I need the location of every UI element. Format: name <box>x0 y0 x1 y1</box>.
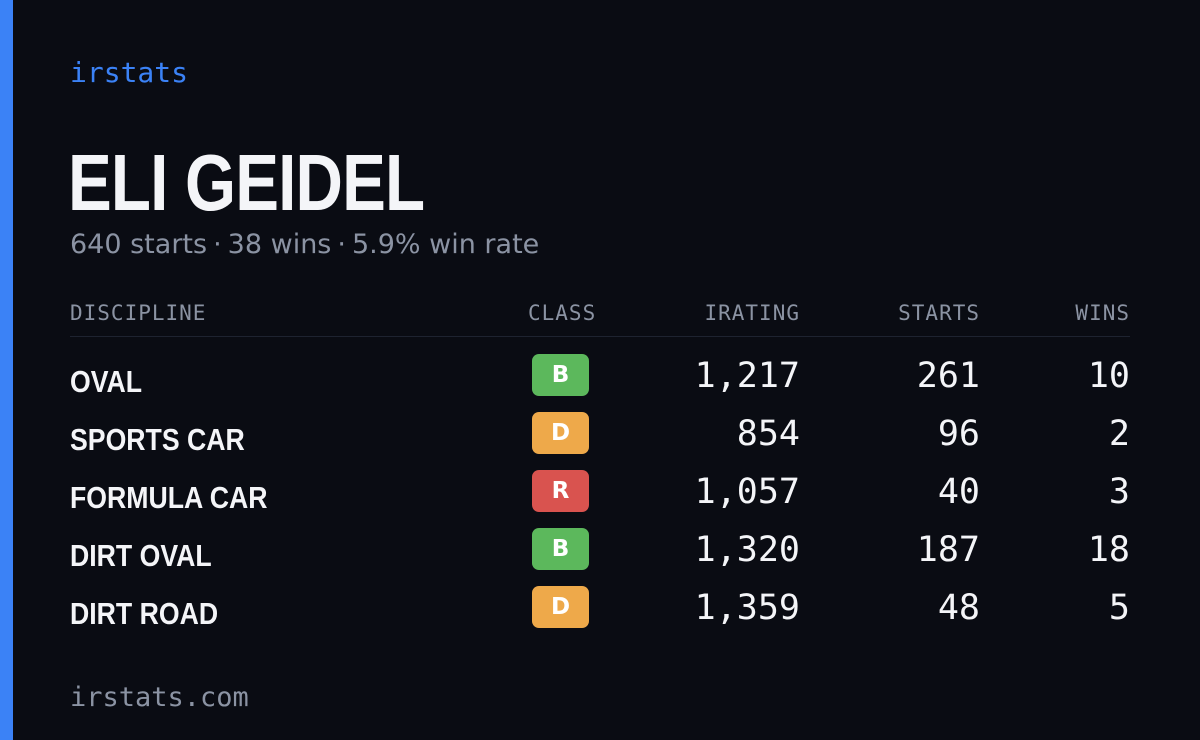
discipline-name: SPORTS CAR <box>70 422 245 457</box>
wins-value: 2 <box>1108 414 1130 454</box>
table-body: OVAL B 1,217 261 10 SPORTS CAR D 854 96 … <box>70 354 1130 644</box>
irating-value: 854 <box>736 414 800 454</box>
class-badge: B <box>532 354 589 396</box>
separator-dot: · <box>213 229 222 260</box>
irating-value: 1,057 <box>694 472 800 512</box>
brand-logo: irstats <box>70 56 189 89</box>
player-name: ELI GEIDEL <box>68 138 425 227</box>
wins-total: 38 wins <box>227 229 332 260</box>
table-row: DIRT OVAL B 1,320 187 18 <box>70 528 1130 586</box>
wins-value: 18 <box>1087 530 1130 570</box>
wins-value: 5 <box>1108 588 1130 628</box>
starts-value: 96 <box>937 414 980 454</box>
stats-table: DISCIPLINE CLASS IRATING STARTS WINS OVA… <box>70 296 1130 644</box>
starts-value: 40 <box>937 472 980 512</box>
table-row: SPORTS CAR D 854 96 2 <box>70 412 1130 470</box>
discipline-name: OVAL <box>70 364 143 399</box>
header-irating: IRATING <box>704 301 800 325</box>
starts-value: 187 <box>916 530 980 570</box>
wins-value: 3 <box>1108 472 1130 512</box>
table-row: DIRT ROAD D 1,359 48 5 <box>70 586 1130 644</box>
footer-url: irstats.com <box>70 682 249 713</box>
discipline-name: FORMULA CAR <box>70 480 268 515</box>
header-class: CLASS <box>528 301 597 325</box>
irating-value: 1,359 <box>694 588 800 628</box>
header-discipline: DISCIPLINE <box>70 301 207 325</box>
win-rate: 5.9% win rate <box>351 229 540 260</box>
discipline-name: DIRT OVAL <box>70 538 212 573</box>
class-badge: B <box>532 528 589 570</box>
discipline-name: DIRT ROAD <box>70 596 219 631</box>
class-badge: D <box>532 586 589 628</box>
irating-value: 1,217 <box>694 356 800 396</box>
starts-value: 48 <box>937 588 980 628</box>
class-badge: D <box>532 412 589 454</box>
header-starts: STARTS <box>898 301 980 325</box>
starts-value: 261 <box>916 356 980 396</box>
starts-total: 640 starts <box>70 229 208 260</box>
accent-bar <box>0 0 13 740</box>
wins-value: 10 <box>1087 356 1130 396</box>
class-badge: R <box>532 470 589 512</box>
separator-dot: · <box>337 229 346 260</box>
table-header: DISCIPLINE CLASS IRATING STARTS WINS <box>70 296 1130 337</box>
header-wins: WINS <box>1075 301 1130 325</box>
table-row: FORMULA CAR R 1,057 40 3 <box>70 470 1130 528</box>
irating-value: 1,320 <box>694 530 800 570</box>
player-summary: 640 starts · 38 wins · 5.9% win rate <box>70 228 539 262</box>
table-row: OVAL B 1,217 261 10 <box>70 354 1130 412</box>
